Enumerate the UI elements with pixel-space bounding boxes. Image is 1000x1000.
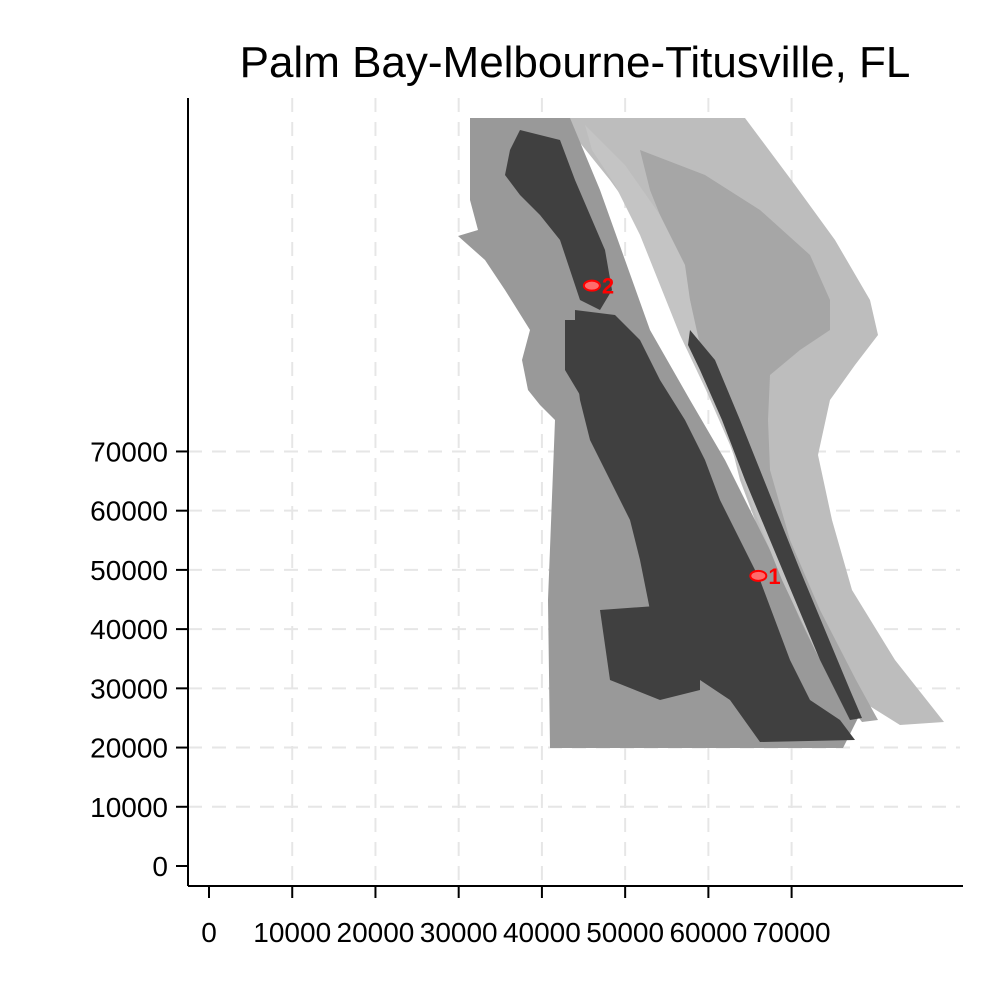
marker-label: 1 [768,564,780,589]
y-tick-label: 10000 [90,792,168,823]
y-tick-label: 20000 [90,733,168,764]
y-tick-label: 50000 [90,555,168,586]
y-axis-ticks: 0 10000 20000 30000 40000 50000 60000 70000 [90,436,188,882]
urban-central-region [575,310,855,742]
marker-point [749,569,768,582]
urban-southwest-region [600,605,700,700]
urban-island-strip-region [688,330,862,720]
y-tick-label: 30000 [90,673,168,704]
urban-mid-west-region [565,320,612,395]
x-tick-label: 40000 [503,917,581,948]
y-tick-label: 70000 [90,436,168,467]
x-tick-label: 20000 [337,917,415,948]
x-tick-label: 70000 [753,917,831,948]
map-regions [458,118,944,748]
x-tick-label: 60000 [669,917,747,948]
y-tick-label: 60000 [90,496,168,527]
map-markers: 12 [582,274,781,589]
marker-point [582,279,601,292]
x-tick-label: 50000 [586,917,664,948]
x-tick-label: 30000 [420,917,498,948]
barrier-island-region [640,150,878,722]
urban-north-region [505,130,612,310]
x-axis-ticks: 0 10000 20000 30000 40000 50000 60000 70000 [201,886,831,948]
map-title: Palm Bay-Melbourne-Titusville, FL [239,38,911,87]
x-tick-label: 10000 [253,917,331,948]
y-tick-label: 0 [152,851,168,882]
x-tick-label: 0 [201,917,217,948]
marker-label: 2 [602,274,614,299]
y-tick-label: 40000 [90,614,168,645]
